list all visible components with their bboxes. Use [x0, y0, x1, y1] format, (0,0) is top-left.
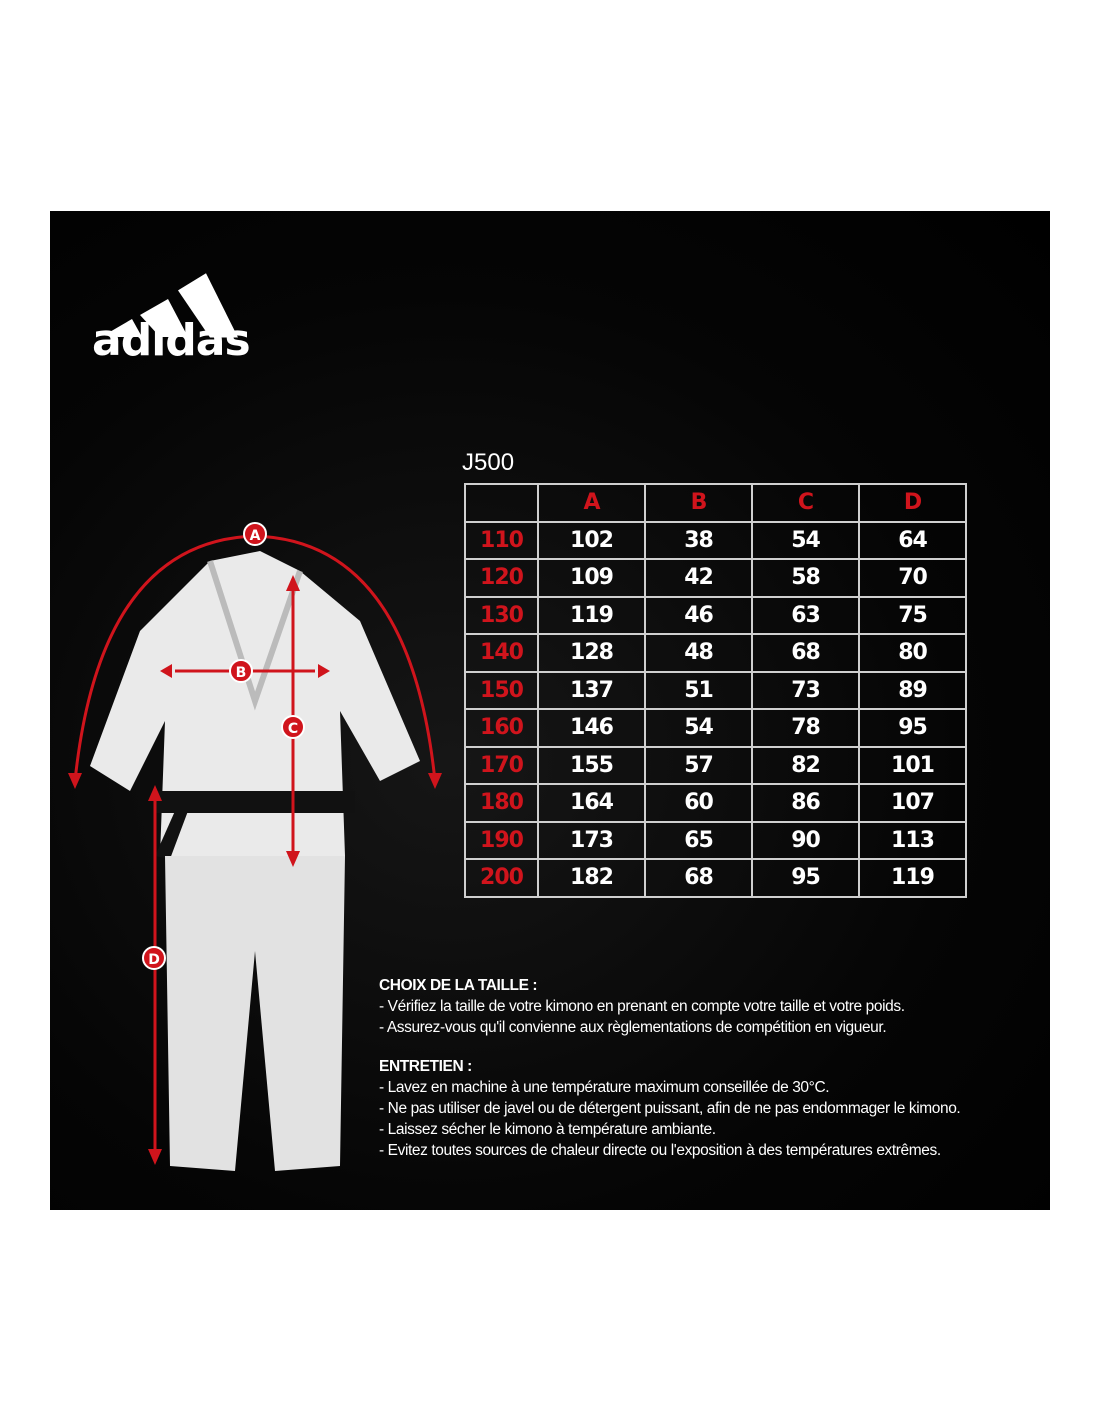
measure-cell: 38	[644, 520, 753, 560]
size-cell: 120	[464, 558, 539, 598]
measure-cell: 146	[537, 708, 646, 748]
measure-cell: 51	[644, 670, 753, 710]
measure-cell: 107	[858, 783, 967, 823]
measure-cell: 60	[644, 783, 753, 823]
measure-cell: 54	[751, 520, 860, 560]
measure-cell: 95	[858, 708, 967, 748]
size-cell: 130	[464, 595, 539, 635]
table-row: 170 155 57 82 101	[464, 745, 967, 785]
column-header: C	[751, 483, 860, 523]
column-header: D	[858, 483, 967, 523]
label-b: B	[236, 665, 247, 681]
measure-labels: A B C D	[142, 522, 305, 970]
size-cell: 180	[464, 783, 539, 823]
measure-cell: 75	[858, 595, 967, 635]
measure-cell: 58	[751, 558, 860, 598]
size-cell: 170	[464, 745, 539, 785]
measure-cell: 78	[751, 708, 860, 748]
measure-cell: 42	[644, 558, 753, 598]
measure-cell: 54	[644, 708, 753, 748]
measure-cell: 109	[537, 558, 646, 598]
sizing-notes: CHOIX DE LA TAILLE : - Vérifiez la taill…	[379, 975, 905, 1038]
sizing-heading: CHOIX DE LA TAILLE :	[379, 977, 538, 994]
measure-cell: 57	[644, 745, 753, 785]
measure-cell: 80	[858, 633, 967, 673]
table-row: 140 128 48 68 80	[464, 633, 967, 673]
measure-cell: 86	[751, 783, 860, 823]
measure-cell: 173	[537, 820, 646, 860]
adidas-logo-icon	[108, 273, 238, 338]
table-row: 160 146 54 78 95	[464, 708, 967, 748]
sizing-line: - Assurez-vous qu'il convienne aux règle…	[379, 1019, 887, 1036]
sizing-line: - Vérifiez la taille de votre kimono en …	[379, 998, 905, 1015]
measure-cell: 164	[537, 783, 646, 823]
column-header: A	[537, 483, 646, 523]
measure-cell: 89	[858, 670, 967, 710]
table-row: 150 137 51 73 89	[464, 670, 967, 710]
measure-cell: 119	[537, 595, 646, 635]
measure-cell: 137	[537, 670, 646, 710]
measure-cell: 182	[537, 858, 646, 898]
measure-cell: 95	[751, 858, 860, 898]
measure-cell: 46	[644, 595, 753, 635]
label-c: C	[288, 721, 298, 737]
care-line: - Ne pas utiliser de javel ou de déterge…	[379, 1100, 961, 1117]
measure-cell: 48	[644, 633, 753, 673]
measure-cell: 70	[858, 558, 967, 598]
table-row: 110 102 38 54 64	[464, 520, 967, 560]
table-row: 200 182 68 95 119	[464, 858, 967, 898]
size-table: A B C D 110 102 38 54 64 120 109 42 58 70 130 119 46 63 75…	[464, 483, 967, 898]
measure-cell: 119	[858, 858, 967, 898]
care-line: - Lavez en machine à une température max…	[379, 1079, 830, 1096]
measure-cell: 155	[537, 745, 646, 785]
column-header	[464, 483, 539, 523]
size-cell: 190	[464, 820, 539, 860]
label-a: A	[250, 528, 261, 544]
label-d: D	[148, 952, 160, 968]
brand-logo-text: adidas	[92, 315, 251, 366]
care-line: - Evitez toutes sources de chaleur direc…	[379, 1142, 941, 1159]
model-name: J500	[462, 449, 515, 476]
size-cell: 160	[464, 708, 539, 748]
table-row: 130 119 46 63 75	[464, 595, 967, 635]
care-heading: ENTRETIEN :	[379, 1058, 472, 1075]
measure-cell: 68	[751, 633, 860, 673]
measure-cell: 102	[537, 520, 646, 560]
care-notes: ENTRETIEN : - Lavez en machine à une tem…	[379, 1056, 961, 1161]
column-header: B	[644, 483, 753, 523]
size-chart-panel: adidas A B C D	[50, 211, 1050, 1210]
measure-cell: 63	[751, 595, 860, 635]
measure-cell: 128	[537, 633, 646, 673]
size-cell: 110	[464, 520, 539, 560]
table-row: 120 109 42 58 70	[464, 558, 967, 598]
measure-cell: 73	[751, 670, 860, 710]
size-cell: 150	[464, 670, 539, 710]
measure-cell: 90	[751, 820, 860, 860]
measure-cell: 65	[644, 820, 753, 860]
kimono-illustration: A B C D	[68, 522, 442, 1171]
size-cell: 140	[464, 633, 539, 673]
measure-cell: 101	[858, 745, 967, 785]
measure-cell: 64	[858, 520, 967, 560]
measure-cell: 68	[644, 858, 753, 898]
measure-cell: 82	[751, 745, 860, 785]
size-cell: 200	[464, 858, 539, 898]
table-row: 180 164 60 86 107	[464, 783, 967, 823]
care-line: - Laissez sécher le kimono à température…	[379, 1121, 716, 1138]
table-row: 190 173 65 90 113	[464, 820, 967, 860]
measure-cell: 113	[858, 820, 967, 860]
